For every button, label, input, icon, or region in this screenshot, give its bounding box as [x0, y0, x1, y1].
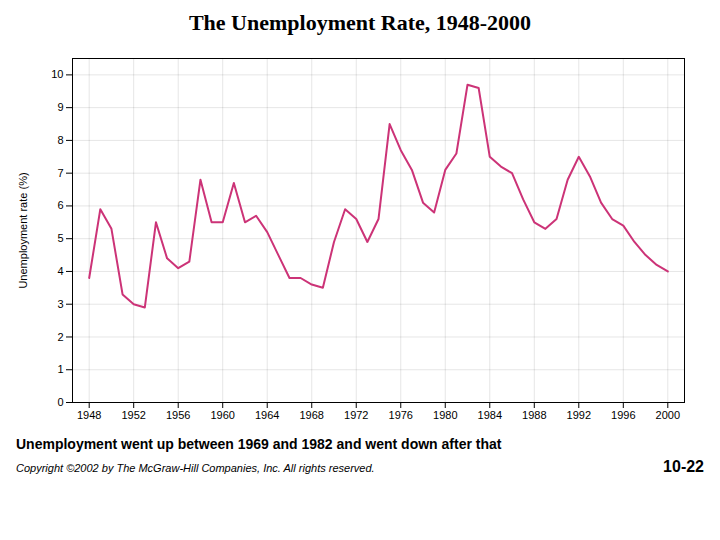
svg-text:1948: 1948	[77, 409, 101, 421]
svg-text:0: 0	[57, 396, 63, 408]
html-text:The Unemployment Rate, 1948-20: The Unemployment Rate, 1948-2000	[188, 10, 532, 35]
svg-text:1964: 1964	[255, 409, 279, 421]
svg-text:2: 2	[57, 330, 63, 342]
html-text:10-22: 10-22	[663, 458, 704, 475]
svg-text:9: 9	[57, 101, 63, 113]
svg-text:Unemployment rate (%): Unemployment rate (%)	[17, 172, 29, 288]
svg-text:1968: 1968	[299, 409, 323, 421]
svg-text:10: 10	[51, 68, 63, 80]
svg-text:4: 4	[57, 265, 63, 277]
svg-text:8: 8	[57, 134, 63, 146]
svg-text:3: 3	[57, 298, 63, 310]
html-text:Unemployment went up between 1: Unemployment went up between 1969 and 19…	[16, 436, 502, 452]
svg-text:1956: 1956	[166, 409, 190, 421]
svg-text:2000: 2000	[656, 409, 680, 421]
svg-text:1996: 1996	[611, 409, 635, 421]
svg-text:5: 5	[57, 232, 63, 244]
svg-text:1960: 1960	[210, 409, 234, 421]
svg-text:1: 1	[57, 363, 63, 375]
svg-text:1972: 1972	[344, 409, 368, 421]
svg-text:6: 6	[57, 199, 63, 211]
svg-text:7: 7	[57, 167, 63, 179]
html-text:Copyright ©2002 by The McGraw-: Copyright ©2002 by The McGraw-Hill Compa…	[16, 462, 375, 474]
svg-text:1984: 1984	[478, 409, 502, 421]
svg-text:1980: 1980	[433, 409, 457, 421]
svg-text:1976: 1976	[389, 409, 413, 421]
svg-text:1992: 1992	[567, 409, 591, 421]
svg-text:1952: 1952	[121, 409, 145, 421]
svg-text:1988: 1988	[522, 409, 546, 421]
